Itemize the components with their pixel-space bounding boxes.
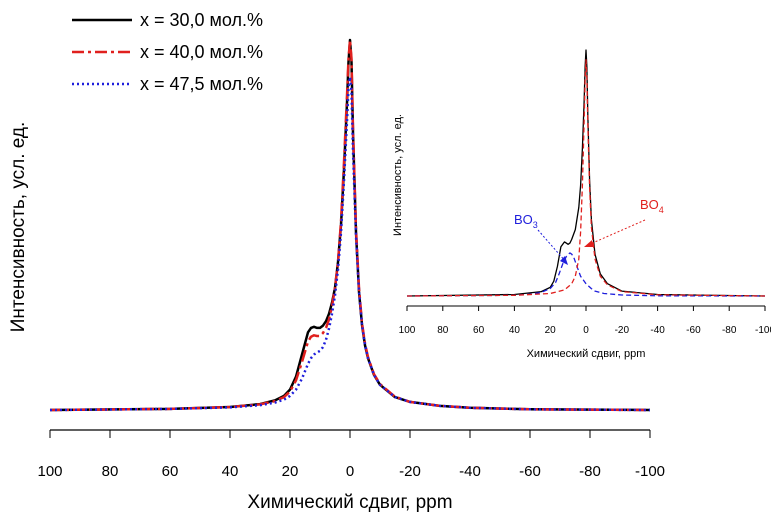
legend-label-1: x = 30,0 мол.%	[140, 10, 263, 30]
inset-series-lines	[406, 49, 766, 297]
main-series-line-3	[49, 75, 651, 412]
main-x-tick-label: -80	[579, 463, 601, 480]
annotation-bo4-arrow	[587, 219, 646, 246]
inset-x-tick-label: -20	[615, 325, 630, 336]
annotation-bo3: BO3	[514, 212, 568, 265]
legend-entry-2: x = 40,0 мол.%	[72, 42, 263, 62]
inset-x-tick-label: -80	[722, 325, 737, 336]
main-series-line-2	[49, 38, 651, 412]
annotation-bo4: BO4	[584, 197, 664, 247]
main-y-axis-title: Интенсивность, усл. ед.	[8, 122, 29, 333]
main-series-lines	[49, 38, 651, 412]
main-x-tick-label: 40	[222, 463, 239, 480]
inset-x-tick-label: 0	[583, 325, 589, 336]
main-x-tick-label: 100	[37, 463, 62, 480]
main-chart: 100 80 60 40 20 0 -20 -40 -60 -80 -100 Химический …	[8, 10, 665, 513]
annotation-bo3-arrow	[537, 229, 567, 263]
main-x-tick-label: -20	[399, 463, 421, 480]
main-x-tick-label: 20	[282, 463, 299, 480]
inset-x-tick-label: -60	[686, 325, 701, 336]
main-x-tick-label: -60	[519, 463, 541, 480]
inset-series-line-1	[406, 49, 766, 297]
main-x-tick-label: 0	[346, 463, 354, 480]
inset-x-tick-label: 20	[545, 325, 557, 336]
inset-x-tick-label: 40	[509, 325, 521, 336]
main-x-ticks	[49, 430, 651, 438]
inset-x-tick-label: 80	[437, 325, 449, 336]
annotation-bo4-label: BO4	[640, 197, 664, 215]
inset-x-tick-labels: 100 80 60 40 20 0 -20 -40 -60 -80 -100	[399, 325, 771, 336]
inset-x-tick-label: -40	[650, 325, 665, 336]
main-x-tick-label: -100	[635, 463, 665, 480]
inset-series-line-2	[406, 252, 766, 297]
annotation-bo3-label: BO3	[514, 212, 538, 230]
legend-entry-1: x = 30,0 мол.%	[72, 10, 263, 30]
annotation-bo3-arrowhead	[560, 256, 568, 265]
legend-label-3: x = 47,5 мол.%	[140, 74, 263, 94]
inset-y-axis-title: Интенсивность, усл. ед.	[392, 114, 404, 236]
inset-x-tick-label: 60	[473, 325, 485, 336]
legend-label-2: x = 40,0 мол.%	[140, 42, 263, 62]
inset-chart: 100 80 60 40 20 0 -20 -40 -60 -80 -100 Химический …	[392, 49, 771, 360]
main-x-tick-label: 80	[102, 463, 119, 480]
main-x-axis-title: Химический сдвиг, ppm	[247, 492, 452, 513]
main-x-tick-label: -40	[459, 463, 481, 480]
annotation-bo4-arrowhead	[584, 240, 594, 247]
main-x-tick-label: 60	[162, 463, 179, 480]
inset-x-tick-label: 100	[399, 325, 416, 336]
inset-series-line-3	[406, 59, 766, 297]
legend: x = 30,0 мол.% x = 40,0 мол.% x = 47,5 м…	[72, 10, 263, 94]
inset-x-ticks	[406, 306, 766, 311]
inset-x-tick-label: -100	[755, 325, 771, 336]
inset-x-axis-title: Химический сдвиг, ppm	[527, 348, 646, 360]
legend-entry-3: x = 47,5 мол.%	[72, 74, 263, 94]
main-x-tick-labels: 100 80 60 40 20 0 -20 -40 -60 -80 -100	[37, 463, 665, 480]
